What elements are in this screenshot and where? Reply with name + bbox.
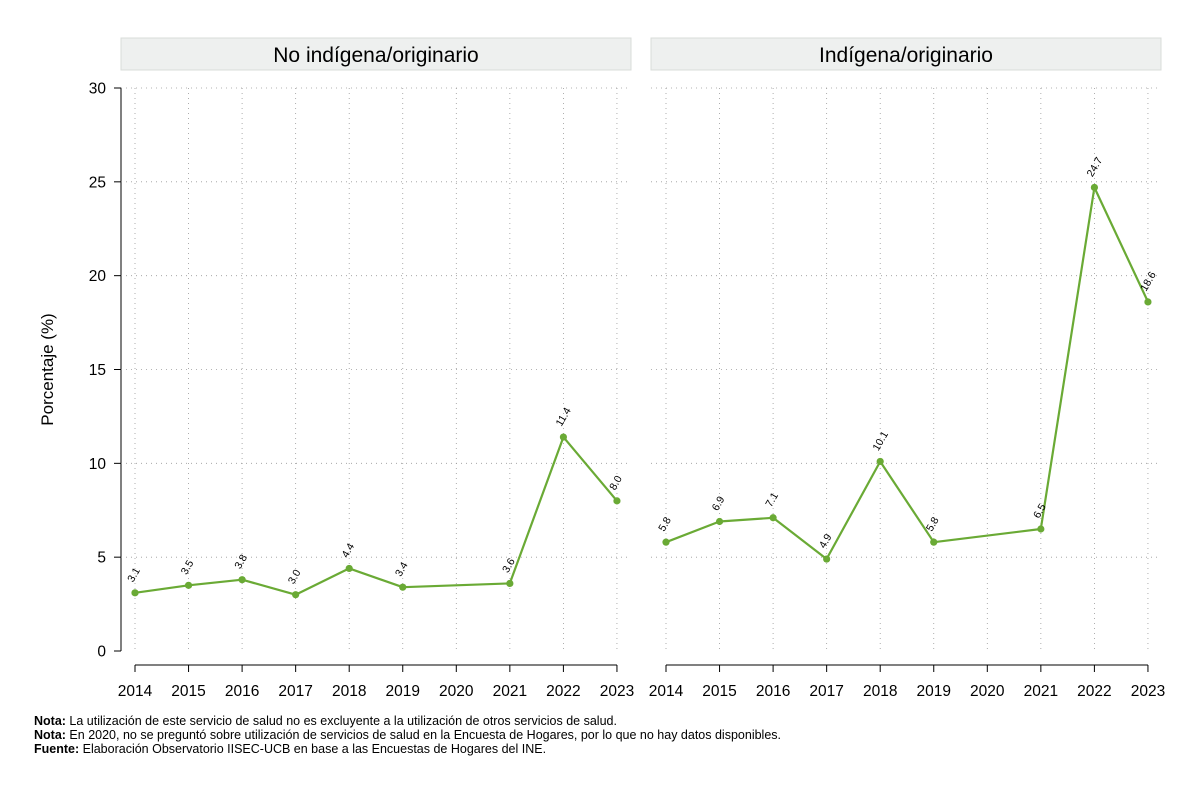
y-tick-label: 0 bbox=[97, 644, 106, 661]
chart-figure: Porcentaje (%) 0 5 10 15 20 25 30 No indígena/or… bbox=[38, 37, 1165, 700]
y-tick-label: 5 bbox=[97, 550, 106, 567]
y-tick-label: 15 bbox=[89, 362, 106, 379]
data-label: 3.8 bbox=[232, 552, 250, 571]
data-point bbox=[876, 457, 884, 466]
data-point bbox=[613, 497, 621, 505]
x-tick-label: 2022 bbox=[546, 683, 580, 700]
x-tick-label: 2015 bbox=[702, 683, 736, 700]
data-point bbox=[399, 583, 407, 591]
notes-block: Nota: La utilización de este servicio de… bbox=[34, 714, 781, 756]
data-point bbox=[769, 514, 777, 522]
x-tick-label: 2021 bbox=[1024, 683, 1058, 700]
data-point bbox=[662, 538, 670, 546]
data-label: 24.7 bbox=[1085, 155, 1106, 179]
y-tick-label: 20 bbox=[89, 268, 107, 285]
note-2-label: Nota: bbox=[34, 728, 66, 742]
x-tick-label: 2017 bbox=[278, 683, 312, 700]
y-tick-label: 30 bbox=[89, 81, 107, 98]
data-label: 5.8 bbox=[656, 515, 674, 534]
data-point bbox=[345, 564, 353, 573]
data-point bbox=[292, 591, 300, 599]
data-label: 3.1 bbox=[125, 566, 143, 585]
data-label: 3.6 bbox=[500, 556, 518, 575]
y-tick-label: 25 bbox=[89, 174, 106, 191]
x-tick-label: 2017 bbox=[809, 683, 843, 700]
data-point bbox=[1090, 183, 1098, 192]
data-label: 10.1 bbox=[870, 429, 891, 453]
data-point bbox=[131, 589, 139, 597]
x-tick-label: 2022 bbox=[1077, 683, 1111, 700]
note-2-text: En 2020, no se preguntó sobre utilizació… bbox=[65, 728, 781, 742]
x-tick-label: 2015 bbox=[171, 683, 205, 700]
note-1: Nota: La utilización de este servicio de… bbox=[34, 714, 781, 728]
panel-title: Indígena/originario bbox=[819, 44, 993, 67]
y-axis-label: Porcentaje (%) bbox=[38, 313, 57, 425]
panel-title: No indígena/originario bbox=[273, 44, 478, 67]
data-label: 4.4 bbox=[339, 541, 357, 560]
data-label: 3.0 bbox=[286, 567, 304, 586]
series-line bbox=[134, 436, 618, 596]
panel-header bbox=[120, 37, 632, 71]
x-tick-label: 2019 bbox=[386, 683, 420, 700]
series-line bbox=[665, 186, 1149, 561]
data-label: 3.5 bbox=[179, 558, 197, 577]
data-point bbox=[238, 576, 246, 584]
data-label: 6.5 bbox=[1031, 502, 1049, 521]
data-point bbox=[823, 555, 831, 563]
note-1-label: Nota: bbox=[34, 714, 66, 728]
data-label: 18.6 bbox=[1138, 270, 1159, 294]
data-point bbox=[559, 433, 568, 441]
x-tick-label: 2020 bbox=[970, 683, 1005, 700]
x-tick-label: 2021 bbox=[493, 683, 527, 700]
data-point bbox=[1144, 298, 1152, 306]
data-label: 11.4 bbox=[554, 405, 574, 428]
source-note: Fuente: Elaboración Observatorio IISEC-U… bbox=[34, 742, 781, 756]
data-label: 7.1 bbox=[763, 490, 781, 509]
x-tick-label: 2018 bbox=[332, 683, 366, 700]
x-tick-label: 2014 bbox=[649, 683, 684, 700]
data-point bbox=[715, 517, 724, 526]
x-tick-label: 2016 bbox=[225, 683, 259, 700]
note-1-text: La utilización de este servicio de salud… bbox=[65, 714, 617, 728]
note-2: Nota: En 2020, no se preguntó sobre util… bbox=[34, 728, 781, 742]
x-tick-label: 2014 bbox=[118, 683, 153, 700]
data-point bbox=[1037, 525, 1045, 533]
x-tick-label: 2023 bbox=[1131, 683, 1165, 700]
y-tick-label: 10 bbox=[89, 456, 107, 473]
data-label: 6.9 bbox=[710, 494, 728, 513]
x-tick-label: 2019 bbox=[917, 683, 951, 700]
data-point bbox=[506, 579, 514, 588]
source-label: Fuente: bbox=[34, 742, 80, 756]
x-tick-label: 2023 bbox=[600, 683, 634, 700]
source-text: Elaboración Observatorio IISEC-UCB en ba… bbox=[79, 742, 547, 756]
data-label: 8.0 bbox=[607, 474, 625, 493]
data-point bbox=[184, 581, 193, 589]
panel-header bbox=[650, 37, 1162, 71]
x-tick-label: 2018 bbox=[863, 683, 897, 700]
x-tick-label: 2020 bbox=[439, 683, 474, 700]
data-label: 3.4 bbox=[393, 560, 411, 579]
data-point bbox=[930, 538, 938, 546]
x-tick-label: 2016 bbox=[756, 683, 790, 700]
